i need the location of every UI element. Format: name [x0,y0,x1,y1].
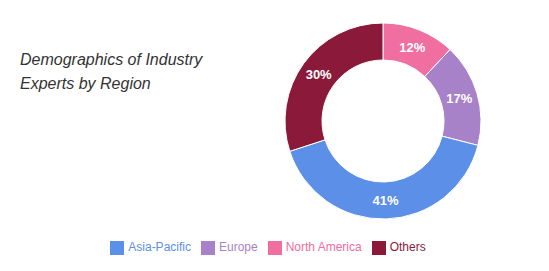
svg-text:30%: 30% [306,67,332,82]
svg-text:12%: 12% [399,40,425,55]
html-text:Asia-Pacific: Asia-Pacific [128,240,191,255]
html-text:Experts by Region: Experts by Region [20,75,151,92]
svg-text:17%: 17% [446,91,472,106]
html-text:North America: North America [285,240,362,255]
html-text:Europe: Europe [219,240,258,255]
html-text:Others: Others [389,240,426,255]
html-text:Demographics of Industry: Demographics of Industry [20,51,203,68]
svg-text:41%: 41% [372,193,398,208]
